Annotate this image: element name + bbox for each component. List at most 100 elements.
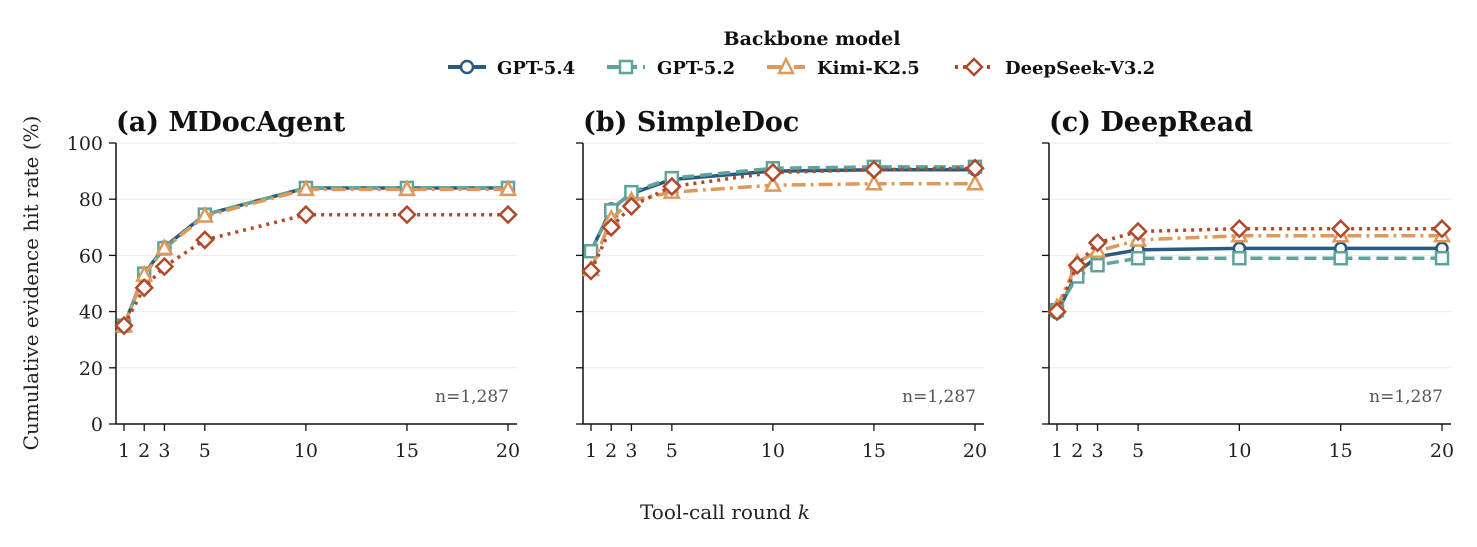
series-gpt-5-4 [584,162,982,258]
y-tick-label: 0 [91,414,103,436]
series-line [1055,256,1442,312]
legend-entry-1: GPT-5.2 [607,58,735,79]
x-tick-label: 2 [138,440,150,462]
legend-marker-circle-icon [459,59,475,75]
legend-entry-2: Kimi-K2.5 [767,56,920,79]
x-tick-label: 2 [605,440,617,462]
data-point-diamond [195,230,215,250]
x-axis-title-var: k [798,500,810,524]
x-tick-label: 20 [963,440,987,462]
series-deepseek-v3-2 [114,204,518,336]
x-tick-label: 5 [1132,440,1144,462]
y-tick-label: 80 [79,189,103,211]
x-tick-label: 15 [1329,440,1353,462]
series-kimi-k2-5 [1047,225,1452,315]
data-point-triangle [965,173,985,191]
x-tick-label: 3 [1091,440,1103,462]
panel-title: (c) DeepRead [1049,107,1253,138]
y-tick-label: 20 [79,358,103,380]
y-axis-title: Cumulative evidence hit rate (%) [19,116,43,451]
data-point-triangle [763,175,782,192]
x-tick-label: 10 [761,440,785,462]
y-tick-label: 60 [79,245,103,267]
series-line [122,186,508,327]
series-line [589,165,975,252]
x-tick-label: 10 [1227,440,1251,462]
data-point-square [583,243,599,259]
x-tick-label: 5 [199,440,211,462]
series-gpt-5-2 [1049,250,1450,318]
legend: Backbone model GPT-5.4 GPT-5.2 Kimi-K2.5… [448,28,1155,79]
data-point-diamond [581,261,601,281]
x-axis-title: Tool-call round k [640,500,810,524]
x-tick-label: 15 [395,440,419,462]
data-point-diamond [397,204,417,225]
data-point-triangle [195,205,214,223]
x-tick-label: 10 [294,440,318,462]
legend-label-0: GPT-5.4 [497,58,575,79]
series-line [589,167,975,252]
series-deepseek-v3-2 [1047,218,1452,322]
panel-deepread: 1 2 3 5 10 15 20 (c) DeepRead n=1,287 [1042,107,1454,462]
x-tick-label: 1 [585,440,597,462]
y-tick-label: 40 [79,302,103,324]
data-point-diamond [1067,255,1088,276]
data-point-square [1434,250,1450,266]
x-tick-label: 15 [862,440,886,462]
series-line [1055,233,1442,309]
legend-marker-square-icon [618,59,634,75]
data-point-diamond [1047,301,1067,322]
data-point-triangle [864,173,884,191]
series-kimi-k2-5 [114,179,518,333]
panel-mdocagent: 0 20 40 60 80 100 1 2 3 5 10 15 20 (a) MDocAgent n=1,2… [67,107,520,462]
data-point-triangle [296,179,315,197]
data-point-diamond [601,217,621,238]
x-tick-label: 1 [118,440,130,462]
data-point-diamond [134,277,154,298]
x-tick-label: 3 [625,440,637,462]
data-point-diamond [154,256,175,277]
legend-entry-3: DeepSeek-V3.2 [955,57,1155,79]
legend-label-1: GPT-5.2 [657,58,735,79]
data-point-diamond [965,158,985,179]
legend-title: Backbone model [724,28,901,50]
y-tick-label: 100 [67,133,103,155]
data-point-diamond [1087,232,1108,253]
data-point-square [1333,250,1348,266]
legend-label-3: DeepSeek-V3.2 [1005,58,1155,79]
x-tick-label: 20 [496,440,520,462]
data-point-diamond [864,159,884,180]
data-point-diamond [1330,218,1351,239]
x-axis-title-main: Tool-call round [640,500,798,524]
data-point-triangle [155,238,174,256]
data-point-diamond [114,315,134,336]
series-line [122,187,508,327]
series-gpt-5-2 [583,159,983,259]
legend-marker-diamond-icon [964,57,984,77]
x-tick-label: 1 [1051,440,1063,462]
sample-size-label: n=1,287 [1369,387,1443,407]
legend-label-2: Kimi-K2.5 [817,58,920,79]
data-point-diamond [296,204,316,225]
series-line [122,186,508,327]
data-point-diamond [621,196,642,216]
panel-simpledoc: 1 2 3 5 10 15 20 (b) SimpleDoc n=1,287 [576,107,987,462]
series-gpt-5-4 [1050,241,1449,320]
x-tick-label: 3 [158,440,170,462]
panel-title: (b) SimpleDoc [583,107,799,138]
sample-size-label: n=1,287 [435,387,509,407]
data-point-diamond [763,162,783,183]
data-point-square [1232,250,1247,266]
data-point-diamond [1432,218,1452,239]
sample-size-label: n=1,287 [902,387,976,407]
data-point-diamond [498,204,518,225]
data-point-triangle [498,179,518,197]
x-tick-label: 2 [1071,440,1083,462]
legend-marker-triangle-icon [776,56,796,75]
data-point-diamond [662,176,682,197]
data-point-square [1130,250,1146,266]
data-point-square [1090,257,1105,273]
series-deepseek-v3-2 [581,158,985,281]
legend-entry-0: GPT-5.4 [448,58,575,79]
